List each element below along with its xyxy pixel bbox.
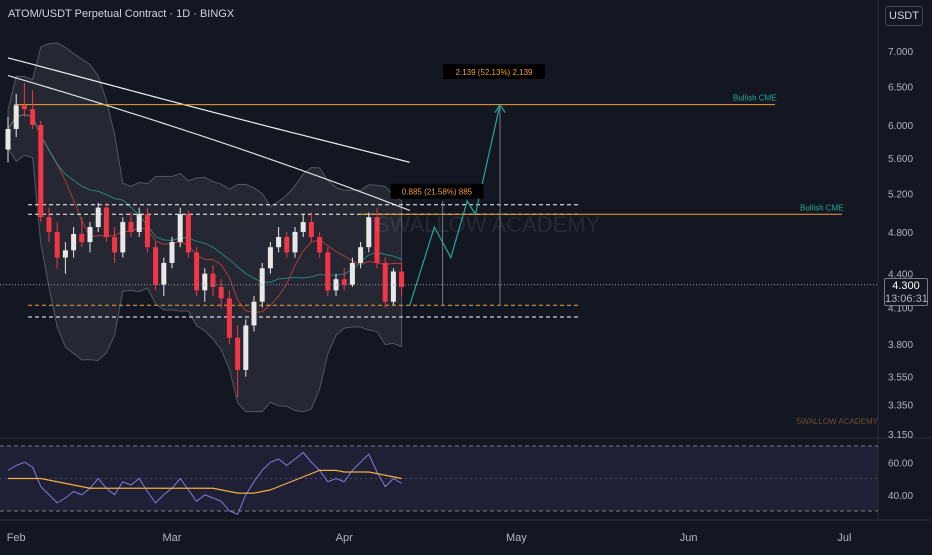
long-moving-average xyxy=(7,75,411,212)
candle-body xyxy=(87,226,93,243)
last-price-tag: 4.300 13:06:31 xyxy=(884,278,928,306)
candle-body xyxy=(30,109,36,125)
candle-body xyxy=(144,214,150,248)
candle-body xyxy=(276,236,282,248)
candle-body xyxy=(202,273,208,291)
x-tick-label: Mar xyxy=(163,532,182,544)
candle-body xyxy=(120,222,126,253)
rsi-line xyxy=(7,451,402,515)
measure-label-bg xyxy=(443,64,545,80)
candle-body xyxy=(62,250,68,258)
candle-body xyxy=(13,105,19,129)
bar-countdown: 13:06:31 xyxy=(885,293,928,305)
candle-body xyxy=(79,233,85,243)
candle-body xyxy=(300,222,306,232)
x-tick-label: Feb xyxy=(7,532,26,544)
y-tick-label: 5.200 xyxy=(888,190,913,201)
candle-body xyxy=(349,262,355,285)
candle-body xyxy=(218,286,224,299)
candle-body xyxy=(259,268,265,302)
rsi-tick-label: 60.00 xyxy=(888,458,913,469)
candle-body xyxy=(136,214,142,232)
candle-body xyxy=(71,233,77,251)
x-tick-label: Jun xyxy=(680,532,698,544)
candle-body xyxy=(235,337,241,370)
currency-selector[interactable]: USDT xyxy=(885,6,923,26)
candle-body xyxy=(54,231,60,258)
candle-body xyxy=(267,247,273,269)
rsi-tick-label: 40.00 xyxy=(888,491,913,502)
measure-label: 2.139 (52.13%) 2,139 xyxy=(456,68,533,77)
candle-body xyxy=(308,222,314,237)
candle-body xyxy=(112,236,118,253)
candle-body xyxy=(161,262,167,285)
chart-title: ATOM/USDT Perpetual Contract · 1D · BING… xyxy=(8,8,235,20)
candle-body xyxy=(366,217,372,248)
y-tick-label: 4.400 xyxy=(888,270,913,281)
candle-body xyxy=(103,207,109,237)
candle-body xyxy=(194,252,200,291)
y-tick-label: 4.800 xyxy=(888,228,913,239)
candle-body xyxy=(5,128,11,150)
measure-label: 0.885 (21.58%) 885 xyxy=(402,188,473,197)
watermark-small: SWALLOW ACADEMY xyxy=(796,417,879,426)
candle-body xyxy=(38,124,44,218)
x-tick-label: May xyxy=(506,532,527,544)
bullish-cme-label: Bullish CME xyxy=(733,94,777,103)
y-tick-label: 6.000 xyxy=(888,121,913,132)
candle-body xyxy=(292,231,298,253)
candle-body xyxy=(46,217,52,232)
candle-body xyxy=(243,325,249,370)
candle-body xyxy=(325,252,331,291)
candle-body xyxy=(251,301,257,326)
candle-body xyxy=(399,271,405,287)
candle-body xyxy=(284,236,290,253)
candle-body xyxy=(95,207,101,227)
candle-body xyxy=(374,217,380,263)
bullish-cme-label: Bullish CME xyxy=(800,203,844,212)
last-price-value: 4.300 xyxy=(892,280,920,292)
short-moving-average xyxy=(7,113,402,313)
candle-body xyxy=(21,105,27,110)
y-tick-label: 5.600 xyxy=(888,154,913,165)
y-tick-label: 3.800 xyxy=(888,340,913,351)
measure-label-bg xyxy=(390,183,484,199)
watermark-large: SWALLOW ACADEMY xyxy=(375,212,601,237)
candle-body xyxy=(185,214,191,253)
y-tick-label: 3.150 xyxy=(888,430,913,441)
candle-body xyxy=(382,262,388,302)
candle-body xyxy=(153,247,159,285)
candle-body xyxy=(317,236,323,253)
bollinger-band xyxy=(7,42,403,413)
y-tick-label: 4.100 xyxy=(888,304,913,315)
y-tick-label: 3.550 xyxy=(888,373,913,384)
candle-body xyxy=(210,273,216,287)
candle-body xyxy=(169,242,175,263)
candle-body xyxy=(128,222,134,232)
x-tick-label: Apr xyxy=(336,532,353,544)
candle-body xyxy=(390,271,396,302)
long-moving-average-2 xyxy=(7,57,410,163)
x-tick-label: Jul xyxy=(837,532,851,544)
y-tick-label: 6.500 xyxy=(888,83,913,94)
rsi-ma-line xyxy=(8,469,402,494)
candle-body xyxy=(358,247,364,263)
candle-body xyxy=(341,279,347,285)
y-tick-label: 7.000 xyxy=(888,47,913,58)
y-tick-label: 3.350 xyxy=(888,400,913,411)
candle-body xyxy=(226,298,232,338)
candle-body xyxy=(177,214,183,243)
